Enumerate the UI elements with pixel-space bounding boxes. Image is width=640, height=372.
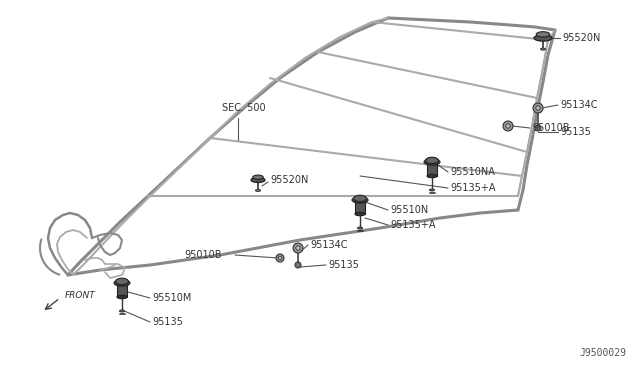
Ellipse shape	[358, 227, 362, 229]
Circle shape	[278, 256, 282, 260]
Text: 95134C: 95134C	[310, 240, 348, 250]
Ellipse shape	[541, 48, 545, 50]
Text: 95510NA: 95510NA	[450, 167, 495, 177]
Ellipse shape	[253, 175, 263, 179]
Text: 95135: 95135	[328, 260, 359, 270]
Text: 95510N: 95510N	[390, 205, 428, 215]
Text: 95510M: 95510M	[152, 293, 191, 303]
Ellipse shape	[114, 280, 130, 286]
Ellipse shape	[251, 177, 265, 182]
Circle shape	[276, 254, 284, 262]
Circle shape	[536, 106, 540, 110]
Text: 95135: 95135	[152, 317, 183, 327]
Text: 95135: 95135	[560, 127, 591, 137]
Ellipse shape	[426, 157, 438, 164]
Ellipse shape	[429, 189, 435, 191]
Ellipse shape	[255, 189, 260, 192]
Ellipse shape	[120, 310, 125, 312]
Text: FRONT: FRONT	[65, 291, 96, 299]
Circle shape	[503, 121, 513, 131]
Bar	[427, 162, 437, 176]
Text: 95135+A: 95135+A	[390, 220, 435, 230]
Text: 95520N: 95520N	[562, 33, 600, 43]
Ellipse shape	[117, 295, 127, 299]
Ellipse shape	[424, 159, 440, 165]
Circle shape	[533, 103, 543, 113]
Circle shape	[295, 262, 301, 268]
Ellipse shape	[352, 197, 368, 203]
Text: J9500029: J9500029	[579, 348, 626, 358]
Ellipse shape	[355, 212, 365, 216]
Ellipse shape	[116, 278, 129, 285]
Text: 95520N: 95520N	[270, 175, 308, 185]
Text: 95010B: 95010B	[184, 250, 222, 260]
Circle shape	[537, 126, 540, 129]
Bar	[355, 200, 365, 214]
Ellipse shape	[427, 174, 437, 178]
Text: 95134C: 95134C	[560, 100, 598, 110]
Ellipse shape	[354, 195, 366, 202]
Ellipse shape	[534, 35, 552, 41]
Circle shape	[535, 125, 541, 131]
Text: SEC. 500: SEC. 500	[222, 103, 266, 113]
Circle shape	[293, 243, 303, 253]
Circle shape	[506, 124, 510, 128]
Circle shape	[296, 246, 300, 250]
Bar	[117, 283, 127, 297]
Ellipse shape	[536, 32, 550, 37]
Circle shape	[297, 264, 300, 266]
Text: 95010B: 95010B	[532, 123, 570, 133]
Text: 95135+A: 95135+A	[450, 183, 495, 193]
